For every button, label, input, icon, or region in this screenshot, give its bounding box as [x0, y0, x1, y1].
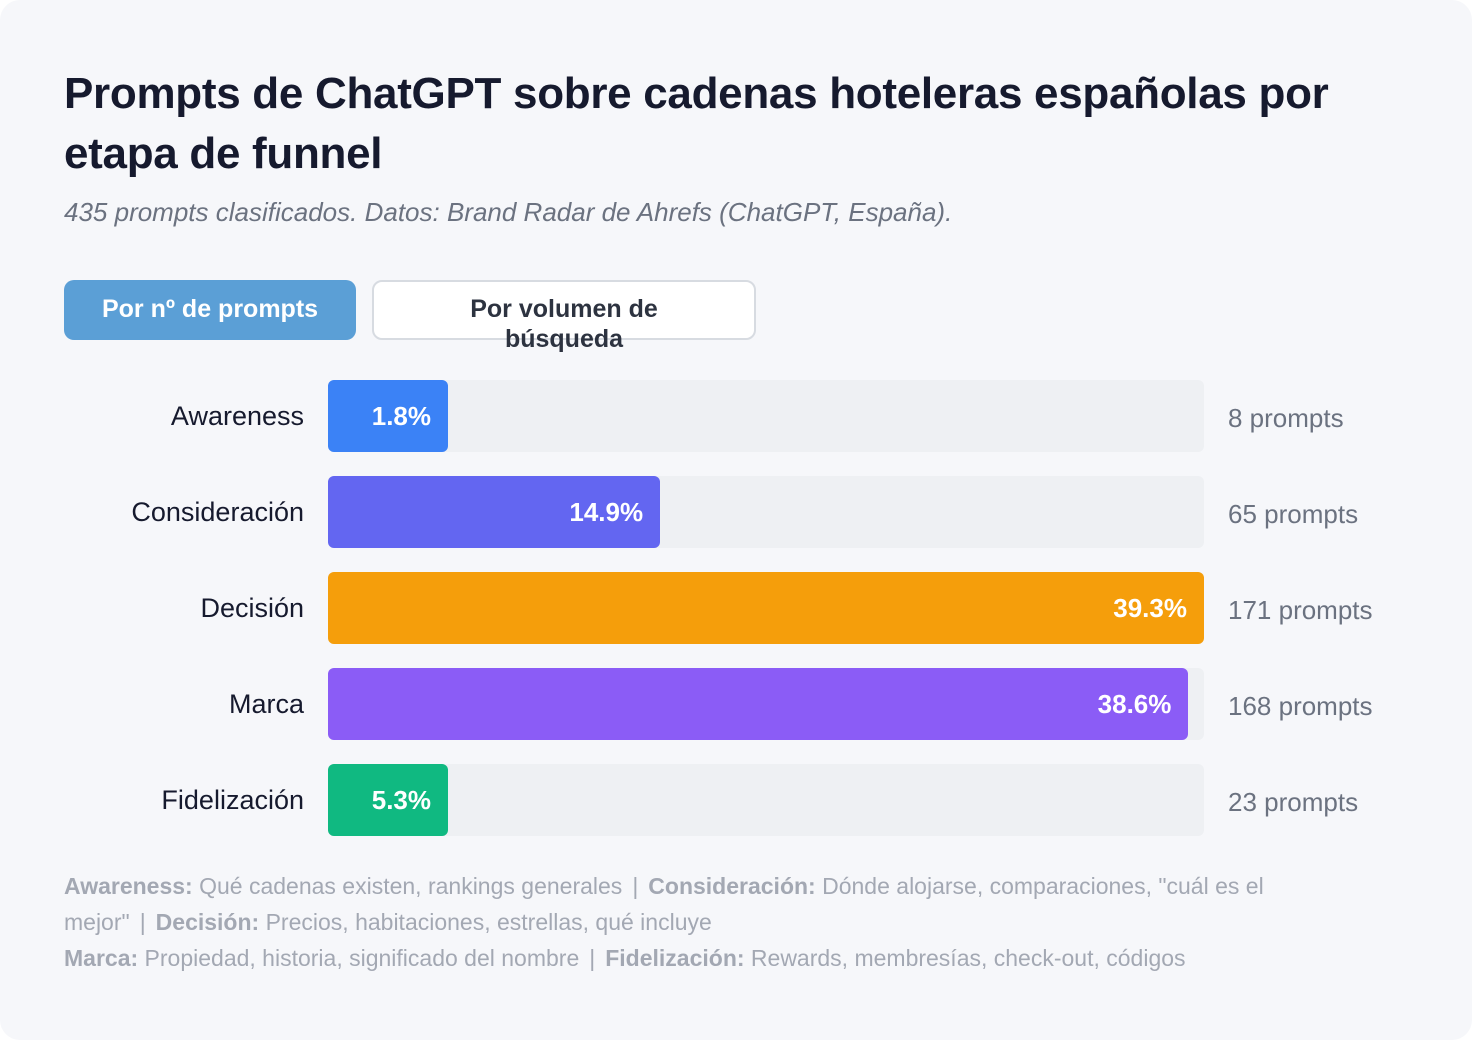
bar-track: 5.3% — [328, 764, 1204, 836]
prompt-count-label: 168 prompts — [1228, 691, 1373, 721]
definition-text: Dónde alojarse, comparaciones, "cuál es … — [64, 873, 1264, 935]
bar-value-label: 1.8% — [371, 400, 431, 431]
bar-row: Marca 38.6% 168 prompts — [0, 668, 1472, 740]
stage-definitions: Awareness: Qué cadenas existen, rankings… — [64, 868, 1404, 976]
tab-by-search-volume-label: Por volumen de búsqueda — [470, 295, 658, 353]
category-label: Awareness — [170, 401, 304, 431]
bar: 5.3% — [328, 764, 448, 836]
tab-by-prompt-count[interactable]: Por nº de prompts — [64, 280, 356, 340]
definition-separator: | — [139, 909, 146, 935]
prompt-count-label: 171 prompts — [1228, 595, 1373, 625]
definition-term: Consideración: — [648, 873, 816, 899]
bar: 39.3% — [328, 572, 1204, 644]
bar: 38.6% — [328, 668, 1189, 740]
definition-text: Qué cadenas existen, rankings generales — [192, 873, 623, 899]
bar-track: 1.8% — [328, 380, 1204, 452]
tab-by-search-volume[interactable]: Por volumen de búsqueda — [372, 280, 756, 353]
bar-track: 14.9% — [328, 476, 1204, 548]
definition-term: Awareness: — [64, 873, 193, 899]
bar: 1.8% — [328, 380, 448, 452]
bar-row: Decisión 39.3% 171 prompts — [0, 572, 1472, 644]
bar-track: 38.6% — [328, 668, 1204, 740]
chart-subtitle: 435 prompts clasificados. Datos: Brand R… — [64, 197, 953, 227]
prompt-count-label: 23 prompts — [1228, 787, 1359, 817]
bar-value-label: 38.6% — [1097, 688, 1172, 719]
definition-term: Decisión: — [155, 909, 260, 935]
category-label: Decisión — [200, 593, 304, 623]
category-label: Consideración — [131, 497, 304, 527]
bar-value-label: 14.9% — [569, 496, 644, 527]
tab-by-prompt-count-label: Por nº de prompts — [101, 295, 319, 323]
definition-text: Rewards, membresías, check-out, códigos — [744, 945, 1186, 971]
prompt-count-label: 8 prompts — [1228, 403, 1344, 433]
definition-separator: | — [632, 873, 639, 899]
definition-separator: | — [589, 945, 596, 971]
prompt-count-label: 65 prompts — [1228, 499, 1359, 529]
bar-row: Awareness 1.8% 8 prompts — [0, 380, 1472, 452]
definition-line: Awareness: Qué cadenas existen, rankings… — [64, 868, 1404, 940]
definition-term: Fidelización: — [605, 945, 745, 971]
category-label: Fidelización — [161, 785, 304, 815]
definition-text: Propiedad, historia, significado del nom… — [138, 945, 580, 971]
bar: 14.9% — [328, 476, 661, 548]
chart-title: Prompts de ChatGPT sobre cadenas hoteler… — [64, 69, 1329, 178]
category-label: Marca — [228, 689, 304, 719]
definition-term: Marca: — [64, 945, 139, 971]
definition-line: Marca: Propiedad, historia, significado … — [64, 940, 1404, 976]
funnel-bar-chart: Awareness 1.8% 8 prompts Consideración 14.9%… — [0, 380, 1472, 840]
bar-value-label: 5.3% — [371, 784, 431, 815]
bar-row: Fidelización 5.3% 23 prompts — [0, 764, 1472, 836]
bar-value-label: 39.3% — [1113, 592, 1187, 623]
definition-text: Precios, habitaciones, estrellas, qué in… — [259, 909, 712, 935]
bar-track: 39.3% — [328, 572, 1204, 644]
bar-row: Consideración 14.9% 65 prompts — [0, 476, 1472, 548]
